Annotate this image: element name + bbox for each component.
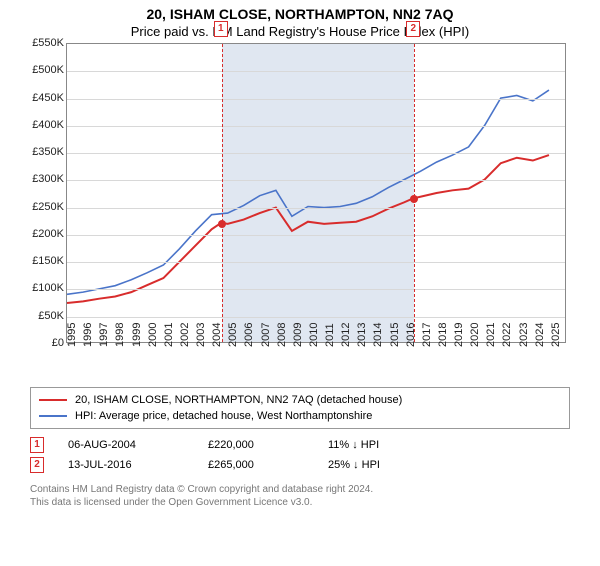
x-tick: 1997 (98, 323, 110, 347)
marker-box: 2 (406, 21, 420, 37)
legend-swatch (39, 399, 67, 401)
y-tick: £100K (32, 282, 64, 294)
sale-marker-box: 1 (30, 437, 44, 453)
x-tick: 2016 (405, 323, 417, 347)
gridline (67, 126, 565, 127)
x-tick: 2006 (243, 323, 255, 347)
page-title: 20, ISHAM CLOSE, NORTHAMPTON, NN2 7AQ (0, 6, 600, 22)
sale-date: 06-AUG-2004 (68, 439, 208, 451)
gridline (67, 71, 565, 72)
x-tick: 2008 (276, 323, 288, 347)
sale-pct: 11% ↓ HPI (328, 439, 448, 451)
sale-row: 2 13-JUL-2016£265,00025% ↓ HPI (30, 455, 570, 475)
marker-dot (218, 220, 226, 228)
legend-row: HPI: Average price, detached house, West… (39, 408, 561, 424)
x-tick: 2014 (372, 323, 384, 347)
plot (66, 43, 566, 343)
sale-price: £220,000 (208, 439, 328, 451)
chart-subtitle: Price paid vs. HM Land Registry's House … (0, 24, 600, 39)
sale-date: 13-JUL-2016 (68, 459, 208, 471)
y-tick: £300K (32, 173, 64, 185)
x-tick: 2011 (324, 323, 336, 347)
marker-line (222, 44, 223, 342)
footer-line: This data is licensed under the Open Gov… (30, 496, 570, 509)
legend-label: HPI: Average price, detached house, West… (75, 408, 372, 424)
marker-line (414, 44, 415, 342)
gridline (67, 208, 565, 209)
gridline (67, 262, 565, 263)
gridline (67, 99, 565, 100)
x-tick: 2002 (179, 323, 191, 347)
chart-area: £0 £50K £100K £150K £200K £250K £300K £350K £400… (20, 43, 580, 383)
y-tick: £150K (32, 255, 64, 267)
legend-swatch (39, 415, 67, 417)
x-tick: 2023 (518, 323, 530, 347)
y-tick: £400K (32, 119, 64, 131)
y-tick: £500K (32, 64, 64, 76)
x-tick: 2001 (163, 323, 175, 347)
y-tick: £200K (32, 228, 64, 240)
x-tick: 2013 (356, 323, 368, 347)
series-hpi (67, 90, 549, 294)
y-tick: £0 (52, 337, 64, 349)
x-tick: 2015 (389, 323, 401, 347)
footer: Contains HM Land Registry data © Crown c… (30, 483, 570, 509)
gridline (67, 289, 565, 290)
legend-label: 20, ISHAM CLOSE, NORTHAMPTON, NN2 7AQ (d… (75, 392, 402, 408)
sale-pct: 25% ↓ HPI (328, 459, 448, 471)
y-tick: £350K (32, 146, 64, 158)
x-tick: 2007 (260, 323, 272, 347)
x-tick: 2024 (534, 323, 546, 347)
sale-marker-box: 2 (30, 457, 44, 473)
y-tick: £50K (38, 310, 64, 322)
series-price_paid (67, 155, 549, 303)
series-svg (67, 44, 565, 342)
x-tick: 1998 (114, 323, 126, 347)
x-tick: 2010 (308, 323, 320, 347)
x-tick: 2000 (147, 323, 159, 347)
marker-box: 1 (214, 21, 228, 37)
x-tick: 1996 (82, 323, 94, 347)
gridline (67, 317, 565, 318)
x-tick: 2003 (195, 323, 207, 347)
x-tick: 2012 (340, 323, 352, 347)
x-tick: 2017 (421, 323, 433, 347)
x-tick: 1995 (66, 323, 78, 347)
x-tick: 2009 (292, 323, 304, 347)
gridline (67, 235, 565, 236)
marker-dot (410, 195, 418, 203)
legend-row: 20, ISHAM CLOSE, NORTHAMPTON, NN2 7AQ (d… (39, 392, 561, 408)
x-tick: 2005 (227, 323, 239, 347)
y-tick: £450K (32, 92, 64, 104)
x-tick: 2025 (550, 323, 562, 347)
x-tick: 2019 (453, 323, 465, 347)
sale-row: 1 06-AUG-2004£220,00011% ↓ HPI (30, 435, 570, 455)
gridline (67, 180, 565, 181)
x-tick: 2004 (211, 323, 223, 347)
x-tick: 2021 (485, 323, 497, 347)
x-tick: 2022 (501, 323, 513, 347)
y-tick: £550K (32, 37, 64, 49)
x-tick: 1999 (131, 323, 143, 347)
x-tick: 2018 (437, 323, 449, 347)
gridline (67, 153, 565, 154)
sales-table: 1 06-AUG-2004£220,00011% ↓ HPI 2 13-JUL-201… (30, 435, 570, 475)
legend-box: 20, ISHAM CLOSE, NORTHAMPTON, NN2 7AQ (d… (30, 387, 570, 429)
footer-line: Contains HM Land Registry data © Crown c… (30, 483, 570, 496)
sale-price: £265,000 (208, 459, 328, 471)
x-tick: 2020 (469, 323, 481, 347)
y-tick: £250K (32, 201, 64, 213)
